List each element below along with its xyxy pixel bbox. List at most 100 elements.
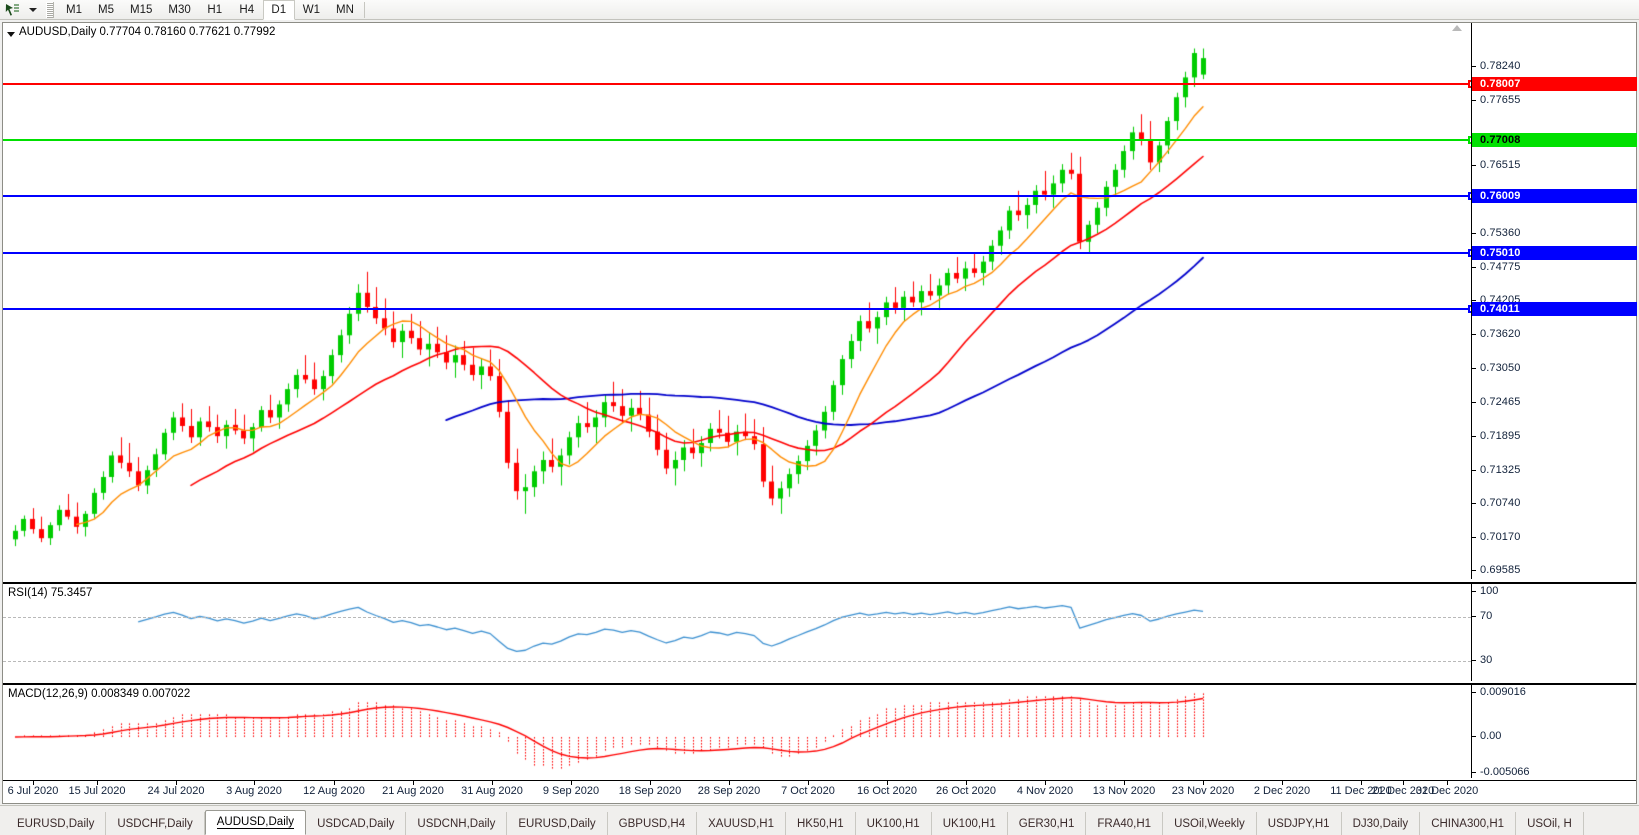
macd-plot-area[interactable] — [3, 685, 1471, 778]
rsi-pane[interactable]: 100 70 30 RSI(14) 75.3457 — [3, 582, 1636, 681]
chart-tab-label: USDCHF,Daily — [117, 817, 193, 830]
level-drag-handle[interactable] — [1468, 136, 1471, 144]
time-tick — [413, 781, 414, 785]
level-price-chip[interactable]: 0.75010 — [1472, 246, 1637, 260]
level-price-chip[interactable]: 0.76009 — [1472, 189, 1637, 203]
chart-tab-label: USOil, H — [1527, 817, 1572, 830]
time-axis-label: 7 Oct 2020 — [781, 785, 835, 797]
tick-dash — [1472, 100, 1476, 101]
timeframe-button-mn[interactable]: MN — [328, 0, 362, 20]
chart-tab-eurusd-daily[interactable]: EURUSD,Daily — [507, 812, 608, 835]
time-axis-label: 23 Nov 2020 — [1171, 785, 1235, 797]
timeframe-label: D1 — [271, 3, 287, 16]
top-toolbar: M1 M5 M15 M30 H1 H4 D1 W1 MN — [0, 0, 1639, 20]
price-plot-area[interactable] — [3, 23, 1471, 579]
tick-dash — [1472, 300, 1476, 301]
time-tick — [1282, 781, 1283, 785]
chart-tab-bar[interactable]: EURUSD,Daily USDCHF,Daily AUDUSD,Daily USDC… — [0, 805, 1639, 835]
chart-tab-label: DJ30,Daily — [1352, 817, 1409, 830]
chart-tab-china300-h1[interactable]: CHINA300,H1 — [1420, 812, 1517, 835]
price-tick-label: 0.77655 — [1480, 94, 1521, 106]
chart-tab-usdchf-daily[interactable]: USDCHF,Daily — [106, 812, 205, 835]
level-drag-handle[interactable] — [1468, 249, 1471, 257]
timeframe-button-m5[interactable]: M5 — [90, 0, 122, 20]
toolbar-grip[interactable] — [46, 1, 54, 18]
chart-tab-label: HK50,H1 — [796, 817, 844, 830]
symbol-collapse-icon[interactable] — [7, 32, 15, 37]
level-drag-handle[interactable] — [1468, 305, 1471, 313]
time-tick — [887, 781, 888, 785]
timeframe-button-m1[interactable]: M1 — [58, 0, 90, 20]
tick-dash — [1472, 570, 1476, 571]
chart-tab-gbpusd-h4[interactable]: GBPUSD,H4 — [608, 812, 698, 835]
level-price-chip[interactable]: 0.78007 — [1472, 77, 1637, 91]
chart-tab-hk50-h1[interactable]: HK50,H1 — [786, 812, 856, 835]
time-axis-label: 26 Oct 2020 — [936, 785, 996, 797]
price-tick-label: 0.75360 — [1480, 227, 1521, 239]
tick-dash — [1472, 334, 1476, 335]
level-line-body — [3, 139, 1471, 141]
chart-tab-usdjpy-h1[interactable]: USDJPY,H1 — [1257, 812, 1342, 835]
timeframe-button-h4[interactable]: H4 — [231, 0, 263, 20]
chart-tab-label: EURUSD,Daily — [518, 817, 596, 830]
tick-dash — [1472, 591, 1476, 592]
time-axis-label: 31 Aug 2020 — [461, 785, 523, 797]
timeframe-button-h1[interactable]: H1 — [199, 0, 231, 20]
timeframe-button-w1[interactable]: W1 — [295, 0, 328, 20]
cursor-draw-icon[interactable] — [2, 1, 26, 19]
chart-tab-ger30-h1[interactable]: GER30,H1 — [1008, 812, 1087, 835]
time-axis-label: 18 Sep 2020 — [618, 785, 682, 797]
rsi-plot-area[interactable] — [3, 584, 1471, 681]
level-drag-handle[interactable] — [1468, 192, 1471, 200]
price-tick-label: 0.76515 — [1480, 159, 1521, 171]
tick-dash — [1472, 537, 1476, 538]
macd-pane[interactable]: 0.009016 0.00 -0.005066 MACD(12,26,9) 0.00… — [3, 683, 1636, 778]
price-tick-label: 0.78240 — [1480, 60, 1521, 72]
price-tick-label: 0.72465 — [1480, 396, 1521, 408]
time-axis-label: 31 Dec 2020 — [1415, 785, 1479, 797]
timeframe-group: M1 M5 M15 M30 H1 H4 D1 W1 MN — [58, 0, 362, 20]
timeframe-button-d1[interactable]: D1 — [262, 0, 295, 20]
chart-tab-uk100-h1[interactable]: UK100,H1 — [932, 812, 1008, 835]
price-pane[interactable]: 0.782400.776550.765150.759300.753600.747… — [3, 23, 1637, 608]
timeframe-button-m15[interactable]: M15 — [122, 0, 160, 20]
time-tick — [492, 781, 493, 785]
chart-tab-label: USDCNH,Daily — [417, 817, 496, 830]
rsi-tick-label: 70 — [1480, 610, 1493, 622]
chart-tab-label: USDCAD,Daily — [317, 817, 395, 830]
tick-dash — [1472, 772, 1476, 773]
time-tick — [1403, 781, 1404, 785]
chart-frame[interactable]: 0.782400.776550.765150.759300.753600.747… — [2, 22, 1637, 804]
toolbar-dropdown-icon[interactable] — [26, 1, 40, 19]
chart-tab-dj30-daily[interactable]: DJ30,Daily — [1342, 812, 1421, 835]
chart-tab-audusd-daily[interactable]: AUDUSD,Daily — [204, 810, 307, 835]
level-drag-handle[interactable] — [1468, 80, 1471, 88]
chart-tab-label: USDJPY,H1 — [1267, 817, 1330, 830]
time-tick — [1361, 781, 1362, 785]
tick-dash — [1472, 402, 1476, 403]
chart-tab-usdcad-daily[interactable]: USDCAD,Daily — [306, 812, 407, 835]
chart-tab-usdcnh-daily[interactable]: USDCNH,Daily — [406, 812, 508, 835]
chart-tab-usoil-weekly[interactable]: USOil,Weekly — [1163, 812, 1257, 835]
chart-tab-fra40-h1[interactable]: FRA40,H1 — [1086, 812, 1164, 835]
tick-dash — [1472, 66, 1476, 67]
chart-tab-eurusd-daily[interactable]: EURUSD,Daily — [6, 812, 107, 835]
price-scale[interactable]: 0.782400.776550.765150.759300.753600.747… — [1471, 23, 1637, 608]
chart-tab-usoil-h[interactable]: USOil, H — [1516, 812, 1584, 835]
timeframe-label: W1 — [302, 3, 320, 16]
chart-tab-xauusd-h1[interactable]: XAUUSD,H1 — [697, 812, 786, 835]
chart-tab-uk100-h1[interactable]: UK100,H1 — [856, 812, 932, 835]
chart-tab-label: UK100,H1 — [942, 817, 996, 830]
toolbar-separator — [363, 1, 365, 18]
rsi-scale: 100 70 30 — [1471, 584, 1636, 681]
time-axis-label: 3 Aug 2020 — [226, 785, 282, 797]
timeframe-label: H4 — [239, 3, 255, 16]
level-price-chip[interactable]: 0.74011 — [1472, 302, 1637, 316]
time-tick — [1447, 781, 1448, 785]
level-price-chip[interactable]: 0.77008 — [1472, 133, 1637, 147]
time-axis[interactable]: 6 Jul 2020 15 Jul 2020 24 Jul 2020 3 Aug 20… — [3, 780, 1636, 803]
time-tick — [176, 781, 177, 785]
price-tick-label: 0.74775 — [1480, 261, 1521, 273]
timeframe-button-m30[interactable]: M30 — [160, 0, 198, 20]
